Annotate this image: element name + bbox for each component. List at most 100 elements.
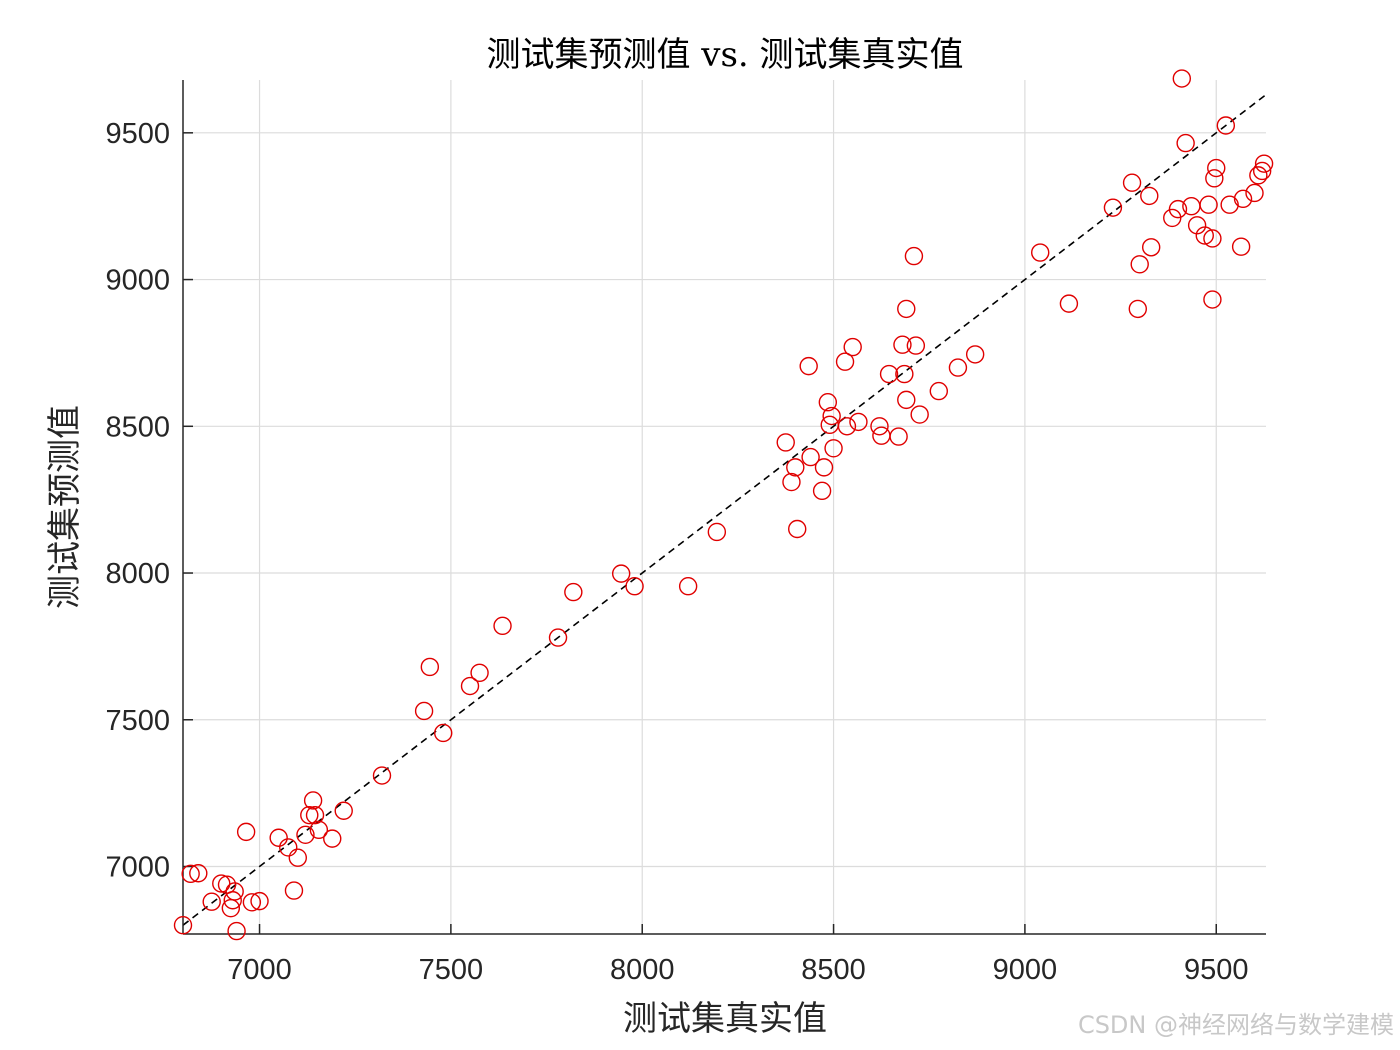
data-point	[1245, 183, 1264, 203]
data-point	[1216, 116, 1236, 135]
data-point	[788, 519, 807, 539]
data-point	[948, 358, 968, 377]
data-point	[279, 838, 298, 857]
data-point	[414, 701, 434, 721]
data-point	[470, 663, 489, 683]
data-point	[548, 628, 568, 647]
data-point	[929, 381, 949, 401]
y-tick-label: 8500	[105, 411, 170, 443]
data-point	[242, 893, 262, 912]
data-point	[1059, 294, 1079, 313]
data-point	[434, 723, 453, 743]
data-point	[897, 390, 916, 410]
data-point	[786, 458, 805, 477]
data-point	[835, 352, 855, 371]
data-point	[564, 582, 583, 602]
data-point	[1122, 173, 1142, 192]
data-point	[1128, 299, 1148, 319]
data-point	[799, 356, 818, 376]
data-point	[323, 829, 342, 848]
data-point	[212, 874, 231, 893]
data-point	[872, 426, 891, 445]
data-point	[1252, 161, 1272, 181]
data-point	[1141, 238, 1161, 257]
data-point	[1031, 243, 1050, 262]
data-point	[837, 417, 857, 436]
data-point	[904, 246, 924, 266]
y-tick-label: 7500	[105, 705, 170, 737]
data-point	[870, 417, 889, 436]
data-point	[625, 577, 644, 596]
data-point	[250, 891, 269, 911]
data-point	[460, 676, 480, 696]
data-point	[611, 564, 631, 583]
data-point	[1163, 208, 1182, 228]
x-tick-label: 9000	[993, 954, 1058, 986]
data-point	[1168, 199, 1188, 219]
data-point	[202, 892, 221, 911]
data-point	[223, 891, 242, 910]
y-tick-label: 8000	[105, 558, 170, 590]
data-point	[906, 336, 926, 355]
data-point	[822, 406, 841, 426]
data-point	[181, 864, 200, 884]
data-point	[284, 881, 304, 900]
x-tick-label: 7000	[227, 954, 292, 986]
data-point	[1203, 229, 1222, 248]
x-tick-label: 8500	[801, 954, 866, 986]
data-point	[814, 458, 834, 477]
y-tick-labels: 7000 7500 8000 8500 9000 9500	[105, 118, 170, 884]
data-point	[893, 335, 912, 354]
data-point	[1249, 166, 1268, 185]
y-tick-label: 7000	[105, 852, 170, 884]
data-point	[225, 882, 244, 901]
data-point	[1233, 189, 1253, 209]
data-point	[897, 299, 916, 319]
data-point	[1205, 169, 1224, 188]
data-point	[965, 345, 985, 364]
x-tick-label: 9500	[1184, 954, 1249, 986]
data-point	[493, 616, 512, 636]
data-point	[776, 433, 795, 452]
data-point	[895, 364, 914, 384]
x-axis-title: 测试集真实值	[623, 999, 827, 1039]
data-point	[1195, 226, 1214, 245]
reference-line	[182, 94, 1267, 926]
data-point	[1220, 195, 1239, 214]
watermark: CSDN @神经网络与数学建模	[1077, 1011, 1394, 1039]
data-point	[889, 427, 908, 446]
data-point	[420, 657, 440, 677]
data-point	[678, 577, 698, 596]
data-point	[1172, 69, 1192, 88]
data-points	[173, 69, 1274, 941]
data-point	[1130, 255, 1149, 274]
y-axis-title: 测试集预测值	[45, 405, 85, 609]
data-point	[303, 791, 323, 810]
data-point	[227, 921, 246, 941]
y-tick-label: 9000	[105, 265, 170, 297]
data-point	[843, 337, 862, 357]
data-point	[1231, 237, 1251, 256]
data-point	[269, 828, 288, 847]
data-point	[707, 522, 727, 542]
data-point	[910, 405, 929, 424]
x-tick-label: 7500	[419, 954, 484, 986]
y-tick-label: 9500	[105, 118, 170, 150]
data-point	[189, 864, 208, 883]
x-tick-label: 8000	[610, 954, 675, 986]
data-point	[849, 412, 868, 432]
data-point	[812, 481, 832, 501]
data-point	[879, 364, 899, 384]
data-point	[1199, 195, 1218, 214]
data-point	[288, 848, 308, 867]
data-point	[801, 447, 820, 467]
data-point	[173, 915, 193, 935]
data-point	[334, 801, 353, 820]
x-tick-labels: 7000 7500 8000 8500 9000 9500	[227, 954, 1248, 986]
data-point	[236, 822, 256, 842]
chart-title: 测试集预测值 vs. 测试集真实值	[486, 35, 963, 75]
data-point	[1203, 290, 1222, 309]
data-point	[1103, 198, 1123, 217]
data-point	[824, 439, 843, 458]
data-point	[1254, 154, 1274, 173]
